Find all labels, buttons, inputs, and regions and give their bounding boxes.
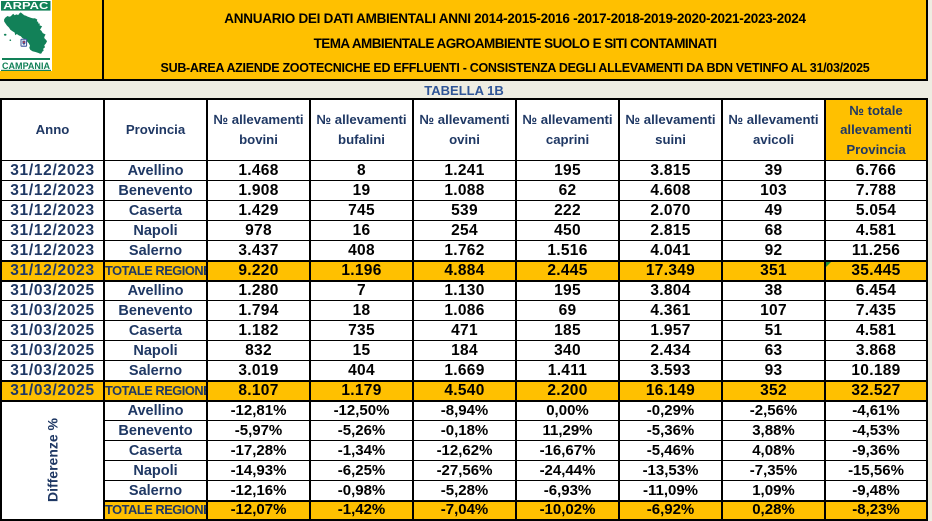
svg-text:CAMPANIA: CAMPANIA [2, 61, 50, 71]
svg-text:ARPAC: ARPAC [3, 1, 48, 12]
